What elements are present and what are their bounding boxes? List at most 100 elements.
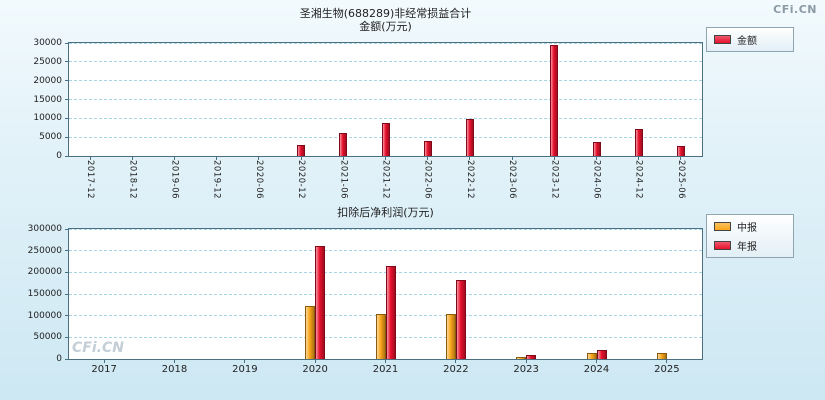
- chart2-plot-area: 0 50000 100000 150000 200000 250000 300000 2017…: [28, 224, 703, 375]
- x-axis-tick: [174, 156, 175, 160]
- y-axis-label: 150000: [27, 289, 62, 299]
- legend-item-annual: 年报: [714, 238, 786, 253]
- x-axis-label: 2020-06: [253, 160, 264, 200]
- annual-legend-swatch: [714, 241, 731, 250]
- chart1-plot-area: 0 5000 10000 15000 20000 25000 30000 2017-12 201…: [33, 38, 703, 199]
- x-axis-tick: [174, 359, 175, 363]
- y-axis-label: 300000: [27, 224, 62, 234]
- x-axis-label: 2023-12: [549, 160, 560, 200]
- y-axis-tick: [65, 228, 69, 230]
- interim-legend-swatch: [714, 222, 731, 231]
- bar: [550, 44, 559, 156]
- y-axis-tick: [65, 80, 69, 82]
- y-axis-tick: [65, 136, 69, 138]
- x-axis-label: 2019: [232, 364, 258, 375]
- bar: [634, 128, 643, 156]
- x-axis-label: 2018-12: [127, 160, 138, 200]
- x-axis-label: 2024: [583, 364, 610, 375]
- bar: [676, 145, 685, 156]
- x-axis-label: 2022-06: [422, 160, 433, 200]
- y-axis-tick: [65, 117, 69, 119]
- bar: [445, 313, 456, 359]
- x-axis-tick: [638, 156, 640, 160]
- x-axis-label: 2023-06: [507, 160, 518, 200]
- bar: [592, 142, 601, 156]
- gridline: [69, 250, 702, 252]
- x-axis-tick: [342, 156, 344, 160]
- x-axis-tick: [385, 359, 386, 363]
- x-axis-tick: [596, 156, 597, 160]
- y-axis-label: 250000: [27, 245, 62, 256]
- bar: [516, 357, 527, 359]
- x-axis-label: 2022: [443, 364, 469, 375]
- x-axis-label: 2017-12: [85, 160, 96, 200]
- bar: [339, 132, 348, 156]
- gridline: [69, 61, 702, 63]
- bar: [656, 352, 667, 359]
- bar: [385, 265, 396, 359]
- chart1-title-block: 圣湘生物(688289)非经常损益合计 金额(万元): [68, 7, 703, 33]
- x-axis-label: 2025: [654, 364, 680, 375]
- x-axis-tick: [216, 156, 218, 160]
- y-axis-tick: [65, 155, 69, 157]
- bar: [315, 246, 326, 359]
- x-axis-tick: [89, 156, 91, 160]
- x-axis-tick: [385, 156, 386, 160]
- legend-item-amount: 金额: [714, 32, 786, 47]
- amount-legend-swatch: [714, 35, 731, 44]
- cfi-logo[interactable]: CFi.CN: [773, 3, 817, 16]
- bar: [305, 306, 316, 359]
- y-axis-label: 200000: [27, 267, 62, 278]
- x-axis-label: 2022-12: [464, 160, 475, 200]
- x-axis-tick: [680, 156, 682, 160]
- bar: [455, 279, 466, 359]
- chart1-legend: 金额: [706, 27, 794, 52]
- x-axis-label: 2021: [372, 364, 399, 375]
- y-axis-label: 15000: [33, 94, 62, 105]
- bar: [586, 353, 597, 359]
- x-axis-tick: [525, 359, 527, 363]
- x-axis-label: 2025-06: [675, 160, 686, 200]
- x-axis-tick: [300, 156, 302, 160]
- x-axis-tick: [455, 359, 457, 363]
- x-axis-tick: [103, 359, 105, 363]
- gridline: [69, 80, 702, 82]
- x-axis-label: 2019-06: [169, 160, 180, 200]
- cfi-watermark: CFi.CN: [72, 340, 124, 356]
- interim-legend-label: 中报: [737, 223, 757, 234]
- y-axis-tick: [65, 42, 69, 44]
- chart2-title: 扣除后净利润(万元): [337, 206, 434, 219]
- legend-item-interim: 中报: [714, 219, 786, 234]
- x-axis-tick: [244, 359, 246, 363]
- x-axis-tick: [511, 156, 513, 160]
- gridline: [69, 42, 702, 44]
- x-axis-label: 2020: [302, 364, 328, 375]
- x-axis-label: 2021-06: [338, 160, 349, 200]
- x-axis-tick: [666, 359, 668, 363]
- y-axis-tick: [65, 336, 69, 338]
- annual-legend-label: 年报: [737, 242, 757, 253]
- x-axis-label: 2024-06: [591, 160, 602, 200]
- x-axis-label: 2017: [91, 364, 117, 375]
- y-axis-label: 100000: [27, 310, 62, 321]
- chart2-title-block: 扣除后净利润(万元): [68, 206, 703, 219]
- x-axis-tick: [131, 156, 133, 160]
- x-axis-tick: [314, 359, 316, 363]
- y-axis-label: 30000: [33, 38, 62, 48]
- x-axis-label: 2024-12: [633, 160, 644, 200]
- bar: [423, 140, 432, 156]
- y-axis-tick: [65, 293, 69, 295]
- y-axis-label: 0: [56, 151, 62, 161]
- x-axis-tick: [427, 156, 429, 160]
- x-axis-label: 2020-12: [296, 160, 307, 200]
- y-axis-tick: [65, 271, 69, 273]
- x-axis-label: 2023: [513, 364, 539, 375]
- y-axis-tick: [65, 61, 69, 63]
- bar: [381, 122, 390, 156]
- chart1-title: 圣湘生物(688289)非经常损益合计: [299, 7, 472, 20]
- gridline: [69, 99, 702, 100]
- bar: [465, 118, 474, 156]
- y-axis-label: 25000: [33, 56, 62, 67]
- amount-legend-label: 金额: [737, 36, 757, 47]
